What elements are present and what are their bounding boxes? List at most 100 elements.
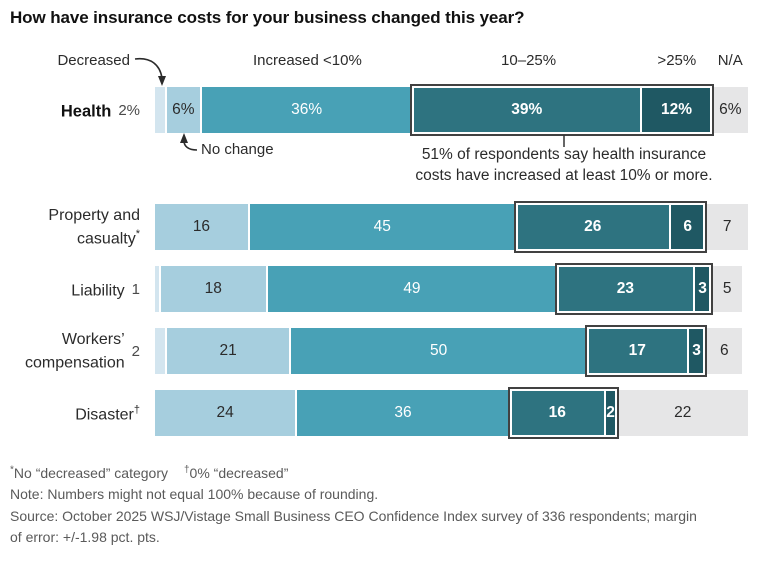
segment-value-label: 21 xyxy=(219,342,237,359)
segment-value-label: 6 xyxy=(683,218,692,235)
stacked-bar-health: 6% 36% 39% 12% 6% xyxy=(155,84,748,136)
decreased-value-label: 2 xyxy=(131,342,140,360)
legend-label-na: N/A xyxy=(717,52,743,69)
callout-line-1: 51% of respondents say health insurance xyxy=(421,146,707,163)
segment-inc_gt25: 2 xyxy=(605,390,618,436)
segment-na: 5 xyxy=(712,266,743,312)
segment-value-label: 6% xyxy=(172,101,195,118)
row-label-property-casualty: Property and casualty* xyxy=(0,204,148,250)
stacked-bar-workers-compensation: 21 50 17 3 6 xyxy=(155,325,748,377)
segment-value-label: 5 xyxy=(722,280,732,297)
callout-annotation: 51% of respondents say health insurance … xyxy=(384,144,744,186)
legend-header: Increased <10% 10–25% >25% N/A xyxy=(155,52,748,72)
segment-value-label: 12% xyxy=(661,101,693,118)
footnote-1-text: No “decreased” category xyxy=(13,464,168,481)
asterisk-sup: * xyxy=(10,464,14,475)
segment-value-label: 16 xyxy=(548,404,566,421)
row-label-workers-compensation: Workers’ compensation 2 xyxy=(0,328,148,374)
decreased-arrowhead-icon xyxy=(158,76,166,86)
segment-decreased xyxy=(155,328,167,374)
legend-label-increased-10-25: 10–25% xyxy=(501,52,557,69)
segment-no_change: 18 xyxy=(160,266,268,312)
decreased-value-label: 2% xyxy=(118,101,140,119)
segment-value-label: 49 xyxy=(403,280,421,297)
segment-value-label: 26 xyxy=(584,218,602,235)
segment-inc_10_25: 17 xyxy=(587,328,689,374)
segment-na: 6% xyxy=(712,87,748,133)
category-label: Property and casualty xyxy=(48,206,140,248)
segment-inc_gt25: 3 xyxy=(688,328,707,374)
row-label-health: Health 2% xyxy=(0,87,148,133)
segment-value-label: 23 xyxy=(616,280,635,297)
note-line: Note: Numbers might not equal 100% becau… xyxy=(10,486,379,503)
segment-inc_lt10: 36 xyxy=(297,390,511,436)
segment-inc_10_25: 26 xyxy=(516,204,671,250)
footnote-line: *No “decreased” category †0% “decreased” xyxy=(10,459,710,484)
legend-label-decreased: Decreased xyxy=(57,52,130,69)
stacked-bar-disaster: 24 36 16 2 22 xyxy=(155,387,748,439)
segment-value-label: 36 xyxy=(394,404,412,421)
category-label: Health xyxy=(60,102,112,121)
stacked-bar-property-casualty: 16 45 26 6 7 xyxy=(155,201,748,253)
bar-row-disaster: Disaster† 24 36 16 2 22 xyxy=(0,387,772,439)
legend-label-increased-lt10: Increased <10% xyxy=(252,52,362,69)
category-label: Liability xyxy=(71,282,125,300)
segment-inc_10_25: 39% xyxy=(413,87,643,133)
chart-title: How have insurance costs for your busine… xyxy=(10,8,525,27)
source-line: Source: October 2025 WSJ/Vistage Small B… xyxy=(10,507,697,546)
segment-value-label: 36% xyxy=(291,101,323,118)
segment-value-label: 45 xyxy=(373,218,391,235)
bar-row-liability: Liability 1 18 49 23 3 5 xyxy=(0,263,772,315)
no-change-arrowhead-icon xyxy=(180,133,188,143)
category-sup: * xyxy=(135,227,140,240)
row-label-liability: Liability 1 xyxy=(0,266,148,312)
bar-row-workers-compensation: Workers’ compensation 2 21 50 17 3 6 xyxy=(0,325,772,377)
legend-label-increased-gt25: >25% xyxy=(657,52,697,69)
segment-value-label: 2 xyxy=(606,404,615,421)
segment-value-label: 24 xyxy=(216,404,234,421)
segment-na: 7 xyxy=(706,204,748,250)
segment-value-label: 22 xyxy=(674,404,692,421)
segment-no_change: 16 xyxy=(155,204,250,250)
segment-value-label: 17 xyxy=(628,342,646,359)
chart-footnotes: *No “decreased” category †0% “decreased” … xyxy=(10,459,710,549)
segment-decreased xyxy=(155,266,161,312)
category-label: Disaster xyxy=(75,406,134,424)
segment-inc_lt10: 50 xyxy=(291,328,588,374)
stacked-bar-liability: 18 49 23 3 5 xyxy=(155,263,748,315)
segment-value-label: 6 xyxy=(719,342,729,359)
segment-value-label: 7 xyxy=(722,218,732,235)
segment-inc_lt10: 45 xyxy=(249,204,517,250)
segment-decreased xyxy=(155,87,167,133)
segment-value-label: 3 xyxy=(692,342,701,359)
segment-no_change: 24 xyxy=(155,390,298,436)
segment-inc_gt25: 3 xyxy=(694,266,713,312)
callout-line-2: costs have increased at least 10% or mor… xyxy=(415,167,713,184)
category-sup: † xyxy=(133,404,140,417)
bar-row-health: Health 2% 6% 36% 39% 12% 6% xyxy=(0,84,772,136)
footnote-2-text: 0% “decreased” xyxy=(189,464,289,481)
bar-row-property-casualty: Property and casualty* 16 45 26 6 7 xyxy=(0,201,772,253)
segment-inc_10_25: 23 xyxy=(558,266,695,312)
segment-value-label: 18 xyxy=(204,280,222,297)
segment-value-label: 3 xyxy=(698,280,707,297)
decreased-value-label: 1 xyxy=(131,280,140,298)
segment-inc_lt10: 49 xyxy=(267,266,559,312)
segment-value-label: 16 xyxy=(192,218,211,235)
segment-na: 6 xyxy=(706,328,743,374)
segment-inc_lt10: 36% xyxy=(201,87,414,133)
dagger-sup: † xyxy=(183,464,190,475)
segment-inc_10_25: 16 xyxy=(510,390,606,436)
row-label-disaster: Disaster† xyxy=(0,390,148,436)
legend-label-no-change: No change xyxy=(201,141,274,158)
segment-inc_gt25: 12% xyxy=(642,87,713,133)
category-label: Workers’ compensation xyxy=(25,330,125,372)
segment-inc_gt25: 6 xyxy=(670,204,707,250)
segment-no_change: 21 xyxy=(166,328,292,374)
no-change-arrow-icon xyxy=(183,140,198,151)
segment-value-label: 39% xyxy=(511,101,543,118)
segment-na: 22 xyxy=(617,390,748,436)
segment-value-label: 6% xyxy=(719,101,742,118)
segment-value-label: 50 xyxy=(430,342,448,359)
